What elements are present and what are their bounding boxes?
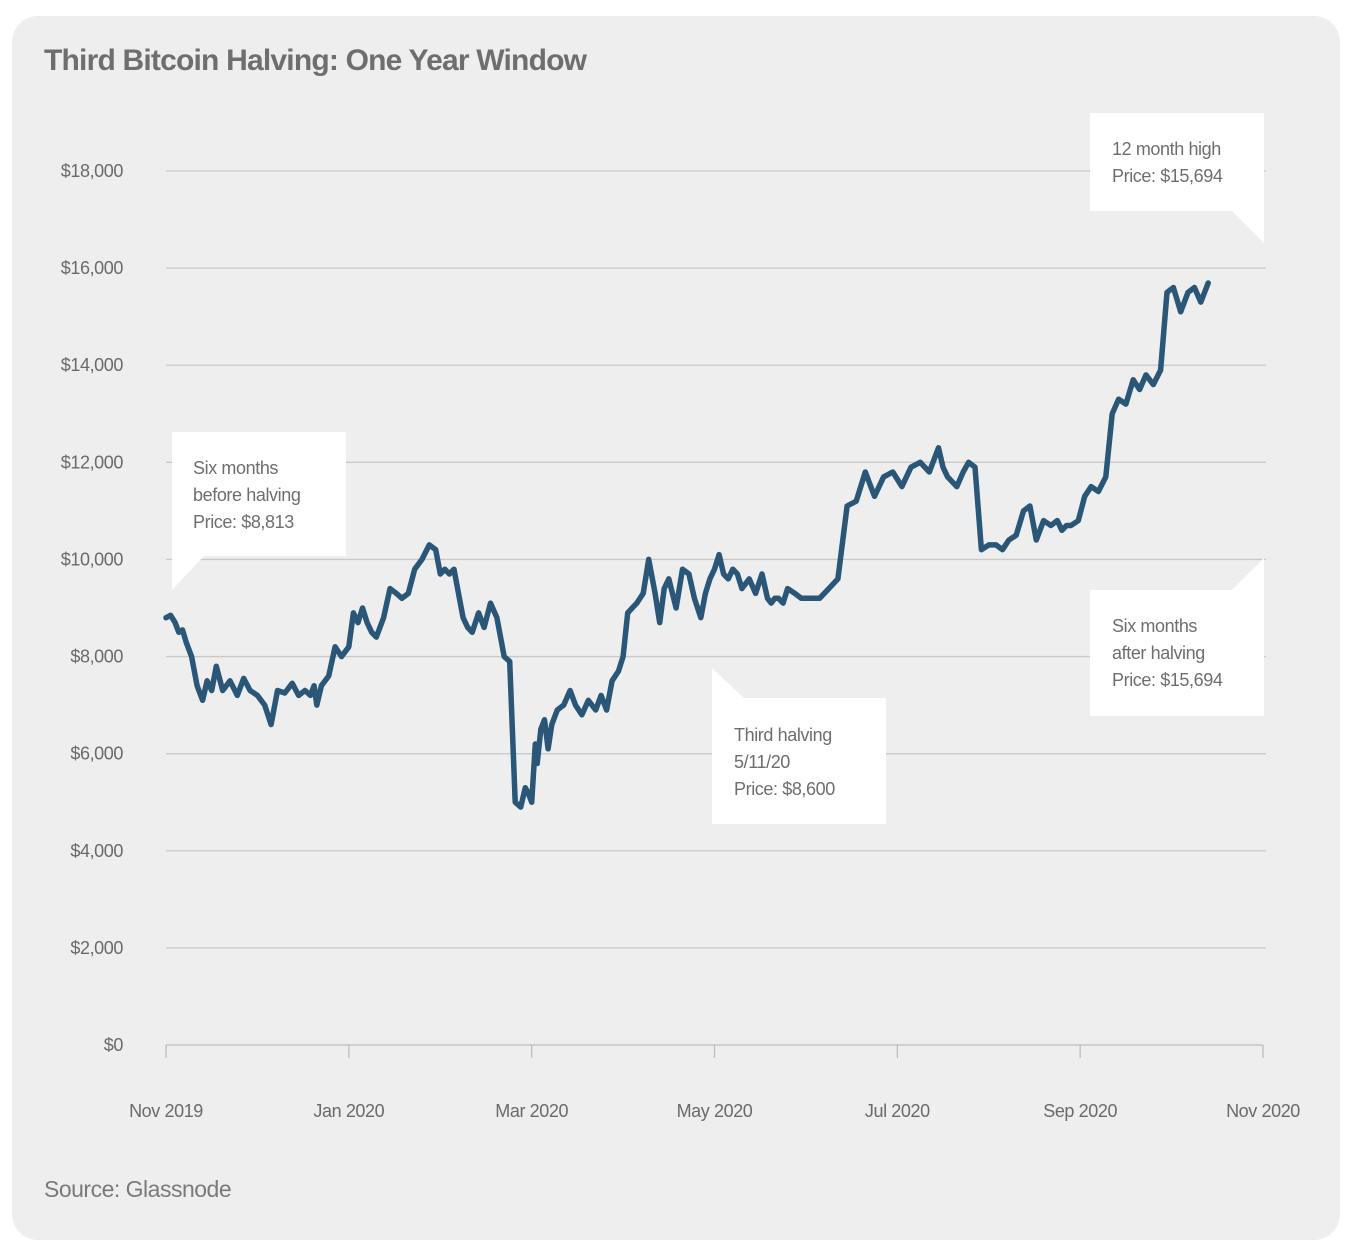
y-tick-label: $0	[104, 1035, 124, 1055]
annotation-text: Third halving	[734, 725, 832, 745]
x-tick-label: Nov 2020	[1226, 1101, 1300, 1121]
annotation-12-month-high: 12 month high Price: $15,694	[1090, 113, 1264, 243]
x-tick-label: Sep 2020	[1043, 1101, 1117, 1121]
annotations: Six months before halving Price: $8,813 Thi…	[172, 113, 1264, 824]
y-tick-label: $18,000	[61, 161, 124, 181]
callout-box	[172, 432, 346, 556]
callout-box	[1090, 113, 1264, 211]
annotation-text: Price: $8,813	[193, 512, 294, 532]
annotation-text: 12 month high	[1112, 139, 1221, 159]
y-tick-label: $16,000	[61, 258, 124, 278]
callout-box	[712, 698, 886, 824]
annotation-text: Price: $15,694	[1112, 670, 1223, 690]
annotation-text: Six months	[1112, 616, 1197, 636]
y-axis: $0 $2,000 $4,000 $6,000 $8,000 $10,000 $12,000…	[61, 161, 124, 1055]
source-note: Source: Glassnode	[44, 1176, 232, 1202]
callout-pointer	[712, 668, 744, 698]
callout-pointer	[1232, 211, 1264, 243]
chart-title: Third Bitcoin Halving: One Year Window	[44, 44, 587, 77]
x-tick-label: May 2020	[677, 1101, 753, 1121]
callout-box	[1090, 590, 1264, 716]
y-tick-label: $8,000	[70, 647, 123, 667]
x-tick-label: Nov 2019	[129, 1101, 203, 1121]
annotation-text: after halving	[1112, 643, 1205, 663]
x-tick-label: Jul 2020	[865, 1101, 930, 1121]
annotation-text: Price: $8,600	[734, 779, 835, 799]
y-tick-label: $4,000	[70, 841, 123, 861]
annotation-six-months-after: Six months after halving Price: $15,694	[1090, 558, 1264, 716]
y-tick-label: $6,000	[70, 744, 123, 764]
price-series	[163, 280, 1211, 810]
x-axis: Nov 2019 Jan 2020 Mar 2020 May 2020 Jul 2020…	[129, 1044, 1301, 1121]
price-line	[163, 280, 1211, 810]
annotation-third-halving: Third halving 5/11/20 Price: $8,600	[712, 668, 886, 824]
y-tick-label: $10,000	[61, 549, 124, 569]
annotation-text: 5/11/20	[734, 752, 790, 772]
annotation-text: Six months	[193, 458, 278, 478]
x-tick-label: Jan 2020	[313, 1101, 384, 1121]
annotation-text: before halving	[193, 485, 300, 505]
annotation-six-months-before: Six months before halving Price: $8,813	[172, 432, 346, 590]
x-tick-label: Mar 2020	[495, 1101, 568, 1121]
callout-pointer	[172, 556, 204, 590]
y-tick-label: $2,000	[70, 938, 123, 958]
y-tick-label: $14,000	[61, 355, 124, 375]
annotation-text: Price: $15,694	[1112, 166, 1223, 186]
y-tick-label: $12,000	[61, 452, 124, 472]
callout-pointer	[1232, 558, 1264, 590]
